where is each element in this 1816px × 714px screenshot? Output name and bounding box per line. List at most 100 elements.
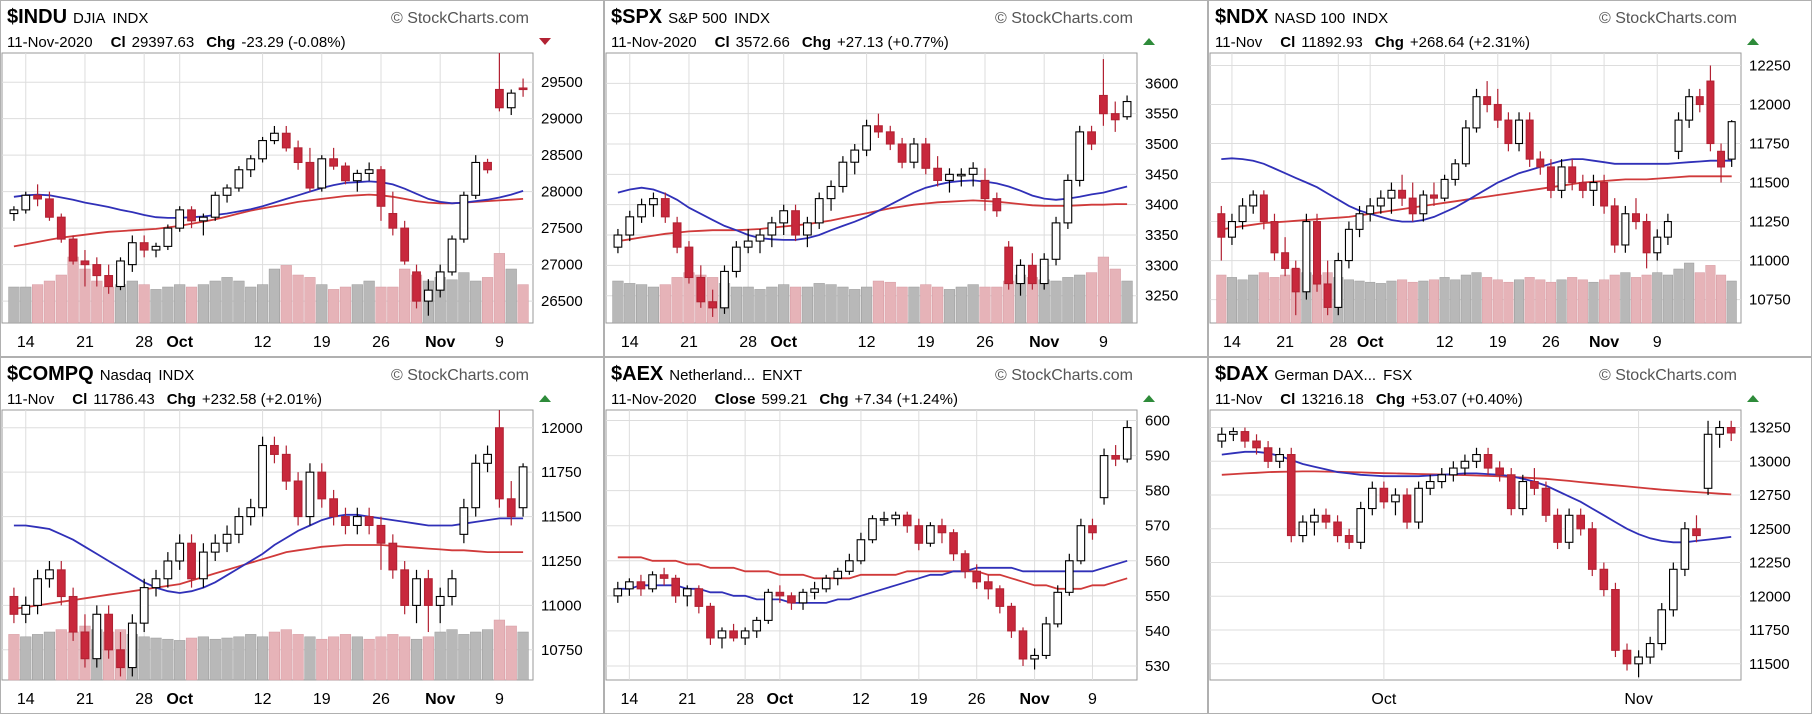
candle-body	[879, 518, 889, 521]
volume-bar	[849, 289, 861, 324]
y-tick-label: 580	[1145, 483, 1170, 500]
candle-body	[352, 516, 362, 527]
volume-bar	[32, 634, 44, 681]
candle-body	[33, 578, 43, 606]
volume-bar	[280, 629, 292, 681]
candle-body	[706, 605, 715, 639]
candle-body	[317, 471, 327, 500]
volume-bar	[1673, 268, 1684, 324]
volume-bar	[1503, 281, 1514, 324]
candle-body	[305, 161, 315, 189]
x-tick-label: 28	[736, 691, 754, 708]
y-tick-label: 570	[1145, 518, 1170, 535]
chart-subtitle: 11-Nov-2020 Cl 29397.63 Chg -23.29 (-0.08%)	[7, 34, 346, 51]
index-name: DJIA	[73, 10, 106, 27]
candle-body	[139, 242, 149, 251]
y-tick-label: 12250	[1749, 57, 1791, 74]
volume-bar	[1365, 281, 1376, 324]
chart-panel-compq[interactable]: $COMPQ Nasdaq INDX © StockCharts.com 11-Nov C…	[0, 357, 604, 714]
volume-bar	[493, 619, 505, 681]
volume-bar	[470, 280, 482, 324]
candle-body	[862, 125, 871, 151]
candle-body	[1286, 454, 1296, 537]
candle-body	[1217, 213, 1226, 238]
index-name: Netherland...	[669, 367, 755, 384]
volume-bar	[1545, 281, 1556, 324]
volume-bar	[920, 284, 932, 324]
candle-body	[198, 216, 208, 222]
candle-body	[767, 222, 777, 236]
candle-body	[1525, 119, 1534, 160]
candle-body	[1027, 264, 1037, 285]
close-value: 11786.43	[93, 391, 154, 408]
candle-body	[1344, 535, 1354, 543]
moving-average-50	[1221, 470, 1732, 496]
candle-body	[1402, 494, 1412, 523]
chg-label: Chg	[167, 391, 196, 408]
volume-bar	[91, 280, 103, 324]
close-value: 11892.93	[1301, 34, 1362, 51]
x-tick-label: Oct	[770, 334, 797, 351]
chart-panel-dax[interactable]: $DAX German DAX... FSX © StockCharts.com 11-…	[1208, 357, 1812, 714]
candle-body	[459, 194, 469, 240]
symbol: $DAX	[1215, 363, 1269, 385]
candle-body	[198, 551, 208, 580]
candle-body	[1685, 96, 1694, 121]
candle-body	[9, 595, 19, 615]
candle-body	[1419, 194, 1428, 215]
candle-body	[92, 264, 102, 277]
candle-body	[1451, 163, 1460, 180]
candle-body	[1622, 649, 1632, 665]
exchange: FSX	[1383, 367, 1412, 384]
volume-bar	[339, 286, 352, 324]
volume-bar	[209, 280, 221, 324]
candle-body	[1506, 474, 1516, 510]
volume-bar	[872, 280, 884, 324]
candle-body	[625, 581, 634, 590]
candle-body	[960, 553, 970, 572]
candle-body	[175, 209, 185, 229]
candle-body	[1642, 221, 1651, 254]
volume-bar	[1237, 279, 1248, 324]
volume-bar	[351, 636, 363, 681]
chart-panel-aex[interactable]: $AEX Netherland... ENXT © StockCharts.com 11…	[604, 357, 1208, 714]
volume-bar	[778, 284, 790, 324]
x-tick-label: 14	[620, 691, 638, 708]
x-tick-label: Oct	[166, 334, 193, 351]
candle-body	[660, 198, 670, 218]
volume-bar	[967, 284, 979, 324]
candle-body	[163, 560, 173, 580]
candle-body	[305, 471, 315, 518]
candle-body	[1408, 197, 1417, 215]
volume-bar	[351, 284, 363, 324]
chart-panel-ndx[interactable]: $NDX NASD 100 INDX © StockCharts.com 11-Nov C…	[1208, 0, 1812, 357]
volume-bar	[1269, 277, 1280, 324]
candle-body	[270, 444, 279, 455]
exchange: ENXT	[762, 367, 802, 384]
candle-body	[21, 604, 31, 615]
candle-body	[833, 570, 843, 579]
candle-body	[1472, 96, 1481, 129]
y-tick-label: 29000	[541, 111, 583, 128]
close-value: 3572.66	[736, 34, 790, 51]
candle-body	[423, 289, 433, 302]
volume-bar	[174, 284, 186, 324]
candle-body	[992, 198, 1002, 212]
candle-body	[949, 532, 958, 555]
candle-body	[1367, 487, 1377, 510]
candle-body	[1259, 194, 1268, 223]
chart-panel-spx[interactable]: $SPX S&P 500 INDX © StockCharts.com 11-Nov-2…	[604, 0, 1208, 357]
candle-body	[694, 588, 704, 607]
volume-bar	[517, 284, 529, 324]
y-tick-label: 590	[1145, 448, 1170, 465]
candle-body	[80, 631, 90, 660]
candle-body	[983, 581, 993, 590]
x-tick-label: 19	[910, 691, 928, 708]
volume-bar	[292, 634, 304, 681]
chart-panel-indu[interactable]: $INDU DJIA INDX © StockCharts.com 11-Nov-202…	[0, 0, 604, 357]
volume-bar	[837, 286, 849, 324]
candle-body	[1461, 127, 1470, 165]
candle-body	[648, 574, 657, 590]
volume-bar	[766, 286, 778, 324]
candle-body	[1063, 179, 1073, 224]
